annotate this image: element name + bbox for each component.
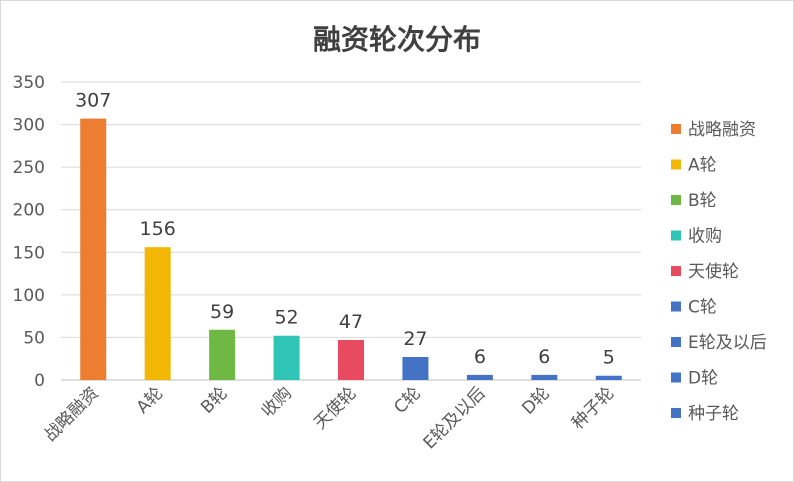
legend-swatch — [671, 195, 681, 205]
y-tick-label: 350 — [13, 73, 45, 93]
data-label: 52 — [274, 307, 298, 329]
legend-label: 收购 — [688, 227, 722, 247]
bars — [80, 118, 622, 381]
legend-label: 种子轮 — [688, 404, 739, 424]
bar — [80, 118, 107, 381]
y-tick-label: 300 — [13, 116, 45, 136]
category-label: E轮及以后 — [420, 383, 490, 453]
legend-swatch — [671, 301, 681, 312]
category-label: C轮 — [390, 383, 425, 418]
bar — [273, 335, 300, 380]
legend-label: 天使轮 — [688, 261, 739, 282]
data-label: 5 — [603, 347, 615, 369]
y-tick-label: 0 — [34, 371, 45, 391]
legend-label: B轮 — [688, 191, 717, 211]
bar — [595, 375, 622, 380]
bar — [144, 247, 171, 380]
data-label: 156 — [140, 218, 176, 240]
bar — [338, 339, 364, 380]
y-axis-ticks: 0 50 100 150 200 250 300 350 — [13, 73, 45, 391]
legend-item: A轮 — [671, 156, 717, 176]
legend-item: 战略融资 — [671, 120, 756, 140]
data-label: 27 — [403, 328, 427, 350]
y-tick-label: 250 — [13, 158, 45, 178]
y-tick-label: 100 — [13, 286, 45, 306]
legend-item: C轮 — [671, 298, 717, 318]
category-label: 种子轮 — [568, 383, 618, 433]
data-label: 307 — [75, 90, 111, 112]
bar — [531, 374, 558, 380]
legend-swatch — [671, 337, 681, 347]
legend-item: 天使轮 — [671, 261, 739, 282]
data-labels: 307 156 59 52 47 27 6 6 5 — [75, 90, 615, 369]
legend-label: 战略融资 — [688, 120, 756, 140]
legend-swatch — [671, 266, 681, 276]
bar — [209, 329, 236, 380]
legend-label: E轮及以后 — [688, 333, 767, 353]
legend-swatch — [671, 372, 681, 383]
legend-item: 收购 — [671, 227, 722, 247]
category-label: 天使轮 — [310, 383, 361, 434]
legend-swatch — [671, 159, 681, 170]
legend-swatch — [671, 230, 681, 241]
legend-label: D轮 — [688, 369, 718, 389]
category-label: A轮 — [133, 383, 167, 417]
y-tick-label: 50 — [23, 328, 45, 348]
legend-swatch — [671, 124, 681, 134]
chart-title: 融资轮次分布 — [313, 23, 481, 56]
legend-item: E轮及以后 — [671, 333, 767, 353]
legend-swatch — [671, 408, 681, 418]
y-tick-label: 200 — [13, 201, 45, 221]
data-label: 47 — [339, 311, 363, 333]
legend-item: 种子轮 — [671, 404, 739, 424]
legend-label: A轮 — [688, 156, 717, 176]
legend-label: C轮 — [688, 298, 717, 318]
data-label: 59 — [210, 301, 234, 323]
category-label: 战略融资 — [41, 383, 103, 445]
bar — [402, 357, 429, 380]
legend-item: D轮 — [671, 369, 718, 389]
bar — [466, 374, 493, 380]
category-label: 收购 — [258, 383, 296, 421]
legend-item: B轮 — [671, 191, 717, 211]
y-tick-label: 150 — [13, 243, 45, 263]
category-label: B轮 — [197, 383, 231, 417]
category-label: D轮 — [518, 383, 553, 418]
data-label: 6 — [538, 346, 550, 368]
data-label: 6 — [474, 346, 486, 368]
